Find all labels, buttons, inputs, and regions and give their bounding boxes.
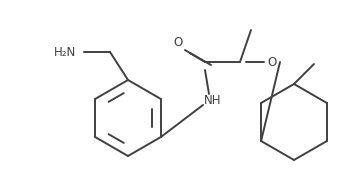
Text: O: O [173,36,183,49]
Text: H₂N: H₂N [54,46,76,59]
Text: O: O [267,55,277,68]
Text: NH: NH [204,94,222,107]
